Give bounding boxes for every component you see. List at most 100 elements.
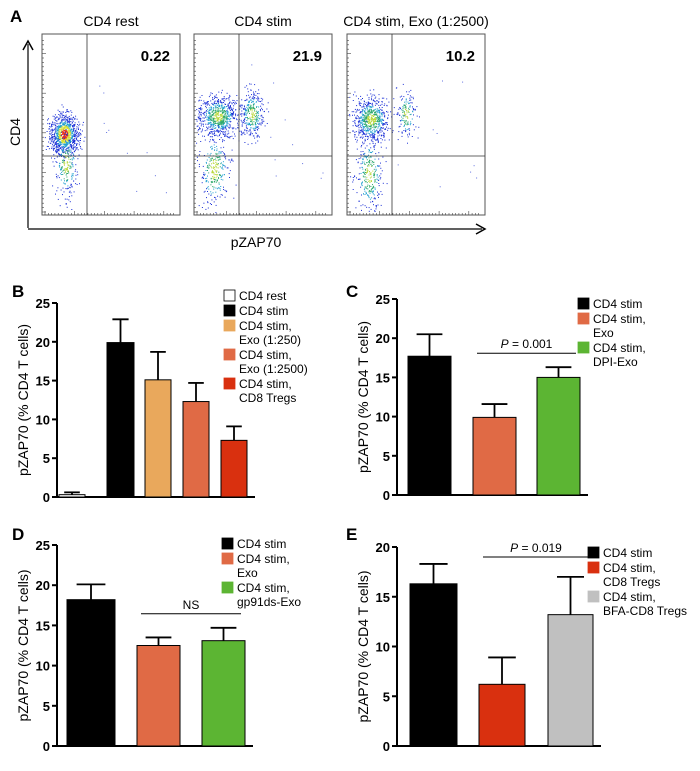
- event-dot: [361, 113, 363, 115]
- event-dot: [70, 146, 72, 148]
- event-dot: [380, 108, 382, 110]
- event-dot: [359, 178, 361, 180]
- event-dot: [371, 97, 372, 99]
- event-dot: [362, 110, 364, 111]
- event-dot: [63, 123, 64, 125]
- event-dot: [226, 98, 228, 99]
- event-dot: [224, 107, 226, 109]
- event-dot: [374, 198, 376, 200]
- event-dot: [364, 112, 366, 114]
- event-dot: [74, 124, 76, 126]
- event-dot: [60, 166, 62, 168]
- event-dot: [207, 103, 209, 105]
- event-dot: [378, 98, 380, 100]
- event-dot: [358, 124, 360, 126]
- event-dot: [376, 178, 378, 180]
- event-dot: [221, 125, 223, 127]
- event-dot: [366, 133, 367, 135]
- event-dot: [226, 135, 228, 137]
- event-dot: [56, 140, 58, 142]
- event-dot: [364, 111, 366, 113]
- event-dot: [66, 143, 68, 145]
- event-dot: [213, 141, 215, 143]
- event-dot: [198, 163, 200, 165]
- event-dot: [369, 119, 371, 121]
- event-dot: [72, 120, 74, 122]
- event-dot: [63, 135, 65, 137]
- event-dot: [256, 121, 258, 123]
- event-dot: [417, 137, 419, 139]
- event-dot: [201, 182, 203, 184]
- event-dot: [225, 133, 227, 135]
- event-dot: [367, 136, 369, 138]
- event-dot: [439, 186, 441, 188]
- event-dot: [214, 125, 216, 126]
- event-dot: [72, 147, 74, 149]
- event-dot: [215, 121, 217, 123]
- event-dot: [74, 131, 76, 133]
- event-dot: [371, 133, 373, 135]
- event-dot: [54, 142, 56, 144]
- event-dot: [221, 167, 223, 169]
- event-dot: [349, 96, 351, 98]
- event-dot: [374, 120, 376, 122]
- event-dot: [60, 117, 62, 119]
- event-dot: [205, 116, 206, 118]
- event-dot: [215, 122, 217, 124]
- event-dot: [377, 179, 379, 181]
- event-dot: [56, 129, 58, 131]
- event-dot: [69, 131, 71, 133]
- event-dot: [213, 107, 215, 108]
- event-dot: [63, 161, 65, 163]
- event-dot: [221, 151, 223, 152]
- event-dot: [365, 117, 367, 119]
- event-dot: [381, 97, 383, 99]
- event-dot: [411, 102, 413, 104]
- event-dot: [64, 135, 66, 137]
- event-dot: [377, 132, 379, 134]
- event-dot: [384, 128, 386, 130]
- event-dot: [198, 205, 200, 207]
- event-dot: [257, 112, 259, 114]
- event-dot: [356, 148, 358, 150]
- event-dot: [258, 89, 260, 91]
- event-dot: [362, 181, 363, 183]
- event-dot: [73, 125, 75, 127]
- event-dot: [366, 105, 368, 107]
- event-dot: [361, 109, 363, 111]
- event-dot: [66, 144, 68, 146]
- event-dot: [376, 114, 378, 116]
- event-dot: [198, 118, 200, 120]
- event-dot: [67, 131, 69, 133]
- event-dot: [55, 143, 57, 145]
- event-dot: [382, 134, 384, 136]
- event-dot: [229, 96, 231, 97]
- event-dot: [73, 148, 74, 150]
- event-dot: [50, 129, 52, 131]
- event-dot: [200, 115, 202, 117]
- event-dot: [241, 107, 243, 109]
- event-dot: [405, 99, 407, 101]
- event-dot: [374, 210, 376, 212]
- event-dot: [82, 124, 84, 126]
- event-dot: [250, 119, 252, 121]
- event-dot: [59, 146, 60, 148]
- event-dot: [378, 119, 380, 121]
- event-dot: [63, 145, 65, 147]
- event-dot: [383, 119, 385, 121]
- event-dot: [219, 139, 221, 140]
- legend-item: CD4 stim,Exo: [221, 552, 290, 580]
- event-dot: [377, 204, 379, 206]
- event-dot: [210, 193, 212, 195]
- event-dot: [251, 133, 253, 135]
- event-dot: [215, 94, 217, 96]
- event-dot: [69, 165, 71, 167]
- event-dot: [227, 136, 228, 138]
- event-dot: [60, 168, 62, 170]
- event-dot: [373, 194, 375, 196]
- event-dot: [369, 113, 371, 115]
- event-dot: [362, 129, 364, 131]
- event-dot: [200, 105, 202, 107]
- event-dot: [60, 179, 62, 181]
- event-dot: [221, 123, 223, 125]
